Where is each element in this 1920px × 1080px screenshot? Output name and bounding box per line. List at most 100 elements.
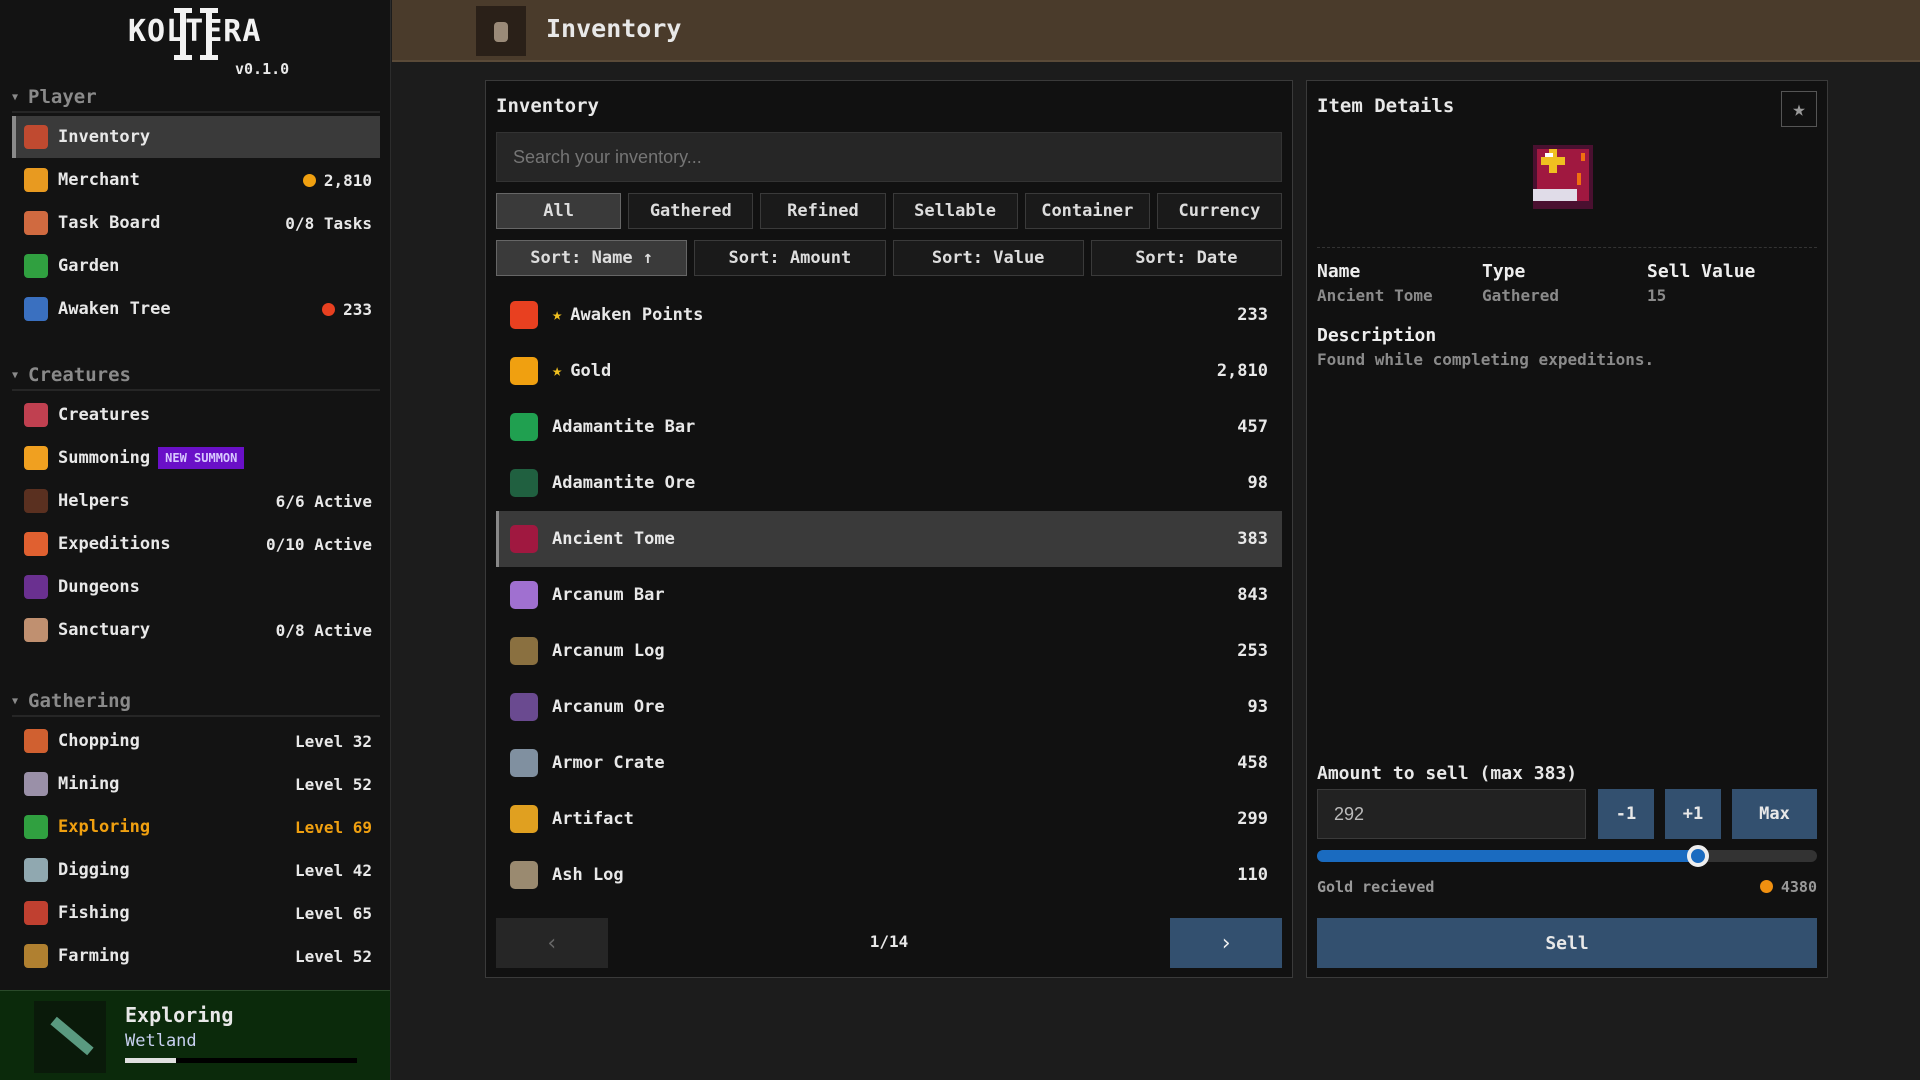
sidebar-item-digging[interactable]: Digging Level 42: [12, 849, 380, 891]
sidebar-item-merchant[interactable]: Merchant 2,810: [12, 159, 380, 201]
sidebar-item-helpers[interactable]: Helpers 6/6 Active: [12, 480, 380, 522]
increment-button[interactable]: +1: [1665, 789, 1721, 839]
item-amount: 93: [1247, 697, 1268, 717]
sidebar-item-label: Summoning: [58, 448, 151, 468]
inventory-row[interactable]: Ancient Tome 383: [496, 511, 1282, 567]
favorite-star-icon: ★: [552, 305, 563, 325]
inventory-row[interactable]: Arcanum Bar 843: [496, 567, 1282, 623]
sidebar-item-label: Digging: [58, 860, 130, 880]
next-page-button[interactable]: ›: [1170, 918, 1282, 968]
sidebar-item-creatures[interactable]: Creatures: [12, 394, 380, 436]
current-activity[interactable]: Exploring Wetland: [0, 990, 390, 1080]
arcanum-ore-icon: [510, 693, 538, 721]
sidebar-item-value: Level 65: [294, 903, 372, 923]
adamantite-ore-icon: [510, 469, 538, 497]
filter-tab-gathered[interactable]: Gathered: [628, 193, 754, 229]
sidebar-item-dungeons[interactable]: Dungeons: [12, 566, 380, 608]
coin-icon: [322, 302, 336, 316]
sidebar-item-exploring[interactable]: Exploring Level 69: [12, 806, 380, 848]
filter-tab-refined[interactable]: Refined: [760, 193, 886, 229]
logo-text: KOLTERA: [128, 14, 262, 49]
sidebar-item-value: 6/6 Active: [275, 491, 372, 511]
sort-button-sort-name[interactable]: Sort: Name ↑: [496, 240, 688, 276]
section-player[interactable]: ▼ Player: [12, 86, 380, 113]
inventory-row[interactable]: Adamantite Ore 98: [496, 455, 1282, 511]
backpack-icon: [476, 6, 526, 56]
section-title: Player: [28, 86, 97, 108]
sidebar-item-label: Sanctuary: [58, 620, 151, 640]
sell-button[interactable]: Sell: [1317, 918, 1817, 968]
search-input[interactable]: [496, 132, 1282, 182]
item-amount: 299: [1237, 809, 1268, 829]
dungeon-icon: [24, 575, 48, 599]
item-type: Gathered: [1482, 286, 1560, 305]
sort-button-sort-value[interactable]: Sort: Value: [892, 240, 1084, 276]
section-creatures[interactable]: ▼ Creatures: [12, 364, 380, 391]
inventory-row[interactable]: Arcanum Log 253: [496, 623, 1282, 679]
sidebar-item-garden[interactable]: Garden: [12, 245, 380, 287]
section-title: Creatures: [28, 364, 131, 386]
filter-tab-sellable[interactable]: Sellable: [892, 193, 1018, 229]
filter-tabs: All Gathered Refined Sellable Container Curre…: [496, 193, 1283, 229]
sidebar-item-label: Helpers: [58, 491, 130, 511]
inventory-title: Inventory: [496, 95, 599, 117]
amount-input[interactable]: [1317, 789, 1586, 839]
item-amount: 458: [1237, 753, 1268, 773]
item-name: Armor Crate: [552, 753, 665, 773]
item-name: Ash Log: [552, 865, 624, 885]
inventory-row[interactable]: Arcanum Ore 93: [496, 679, 1282, 735]
sidebar-item-label: Chopping: [58, 731, 140, 751]
awaken-point-icon: [510, 301, 538, 329]
sidebar-item-label: Fishing: [58, 903, 130, 923]
sidebar-item-task-board[interactable]: Task Board 0/8 Tasks: [12, 202, 380, 244]
sidebar-item-sanctuary[interactable]: Sanctuary 0/8 Active: [12, 609, 380, 651]
max-button[interactable]: Max: [1732, 789, 1817, 839]
item-name: Ancient Tome: [552, 529, 675, 549]
books-icon: [24, 297, 48, 321]
sidebar-item-farming[interactable]: Farming Level 52: [12, 935, 380, 977]
mushroom-icon: [24, 403, 48, 427]
filter-tab-all[interactable]: All: [496, 193, 622, 229]
artifact-icon: [510, 805, 538, 833]
sidebar-item-awaken-tree[interactable]: Awaken Tree 233: [12, 288, 380, 330]
filter-tab-currency[interactable]: Currency: [1156, 193, 1283, 229]
sidebar-item-value: 2,810: [323, 170, 372, 190]
armor-crate-icon: [510, 749, 538, 777]
sidebar-item-inventory[interactable]: Inventory: [12, 116, 380, 158]
sidebar-item-label: Merchant: [58, 170, 140, 190]
sidebar-item-value: 0/8 Active: [275, 620, 372, 640]
amount-slider[interactable]: [1317, 845, 1817, 867]
sidebar-item-expeditions[interactable]: Expeditions 0/10 Active: [12, 523, 380, 565]
arcanum-log-icon: [510, 637, 538, 665]
sidebar-item-value: 233: [343, 299, 372, 319]
favorite-star-icon[interactable]: ★: [1781, 91, 1817, 127]
favorite-star-icon: ★: [552, 361, 563, 381]
inventory-row[interactable]: Artifact 299: [496, 791, 1282, 847]
slider-handle[interactable]: [1687, 845, 1710, 867]
item-amount: 110: [1237, 865, 1268, 885]
inventory-row[interactable]: ★ Awaken Points 233: [496, 287, 1282, 343]
inventory-row[interactable]: Ash Log 110: [496, 847, 1282, 903]
sidebar-item-fishing[interactable]: Fishing Level 65: [12, 892, 380, 934]
prev-page-button[interactable]: ‹: [496, 918, 608, 968]
filter-tab-container[interactable]: Container: [1024, 193, 1150, 229]
inventory-row[interactable]: Armor Crate 458: [496, 735, 1282, 791]
section-gathering[interactable]: ▼ Gathering: [12, 690, 380, 717]
collapse-triangle-icon: ▼: [12, 696, 19, 707]
adamantite-bar-icon: [510, 413, 538, 441]
inventory-row[interactable]: ★ Gold 2,810: [496, 343, 1282, 399]
sidebar-item-summoning[interactable]: Summoning NEW SUMMON: [12, 437, 380, 479]
item-amount: 2,810: [1216, 361, 1268, 381]
activity-title: Exploring: [125, 1003, 234, 1027]
sort-button-sort-date[interactable]: Sort: Date: [1090, 240, 1282, 276]
inventory-row[interactable]: Adamantite Bar 457: [496, 399, 1282, 455]
gold-received-label: Gold recieved: [1317, 878, 1435, 896]
sort-button-sort-amount[interactable]: Sort: Amount: [694, 240, 886, 276]
sidebar-item-mining[interactable]: Mining Level 52: [12, 763, 380, 805]
pagination: ‹ 1/14 ›: [496, 918, 1282, 968]
sidebar-item-value: Level 69: [294, 817, 372, 837]
sidebar-item-chopping[interactable]: Chopping Level 32: [12, 720, 380, 762]
gold-coin-icon: [1759, 880, 1773, 893]
scroll-icon: [24, 211, 48, 235]
decrement-button[interactable]: -1: [1598, 789, 1654, 839]
